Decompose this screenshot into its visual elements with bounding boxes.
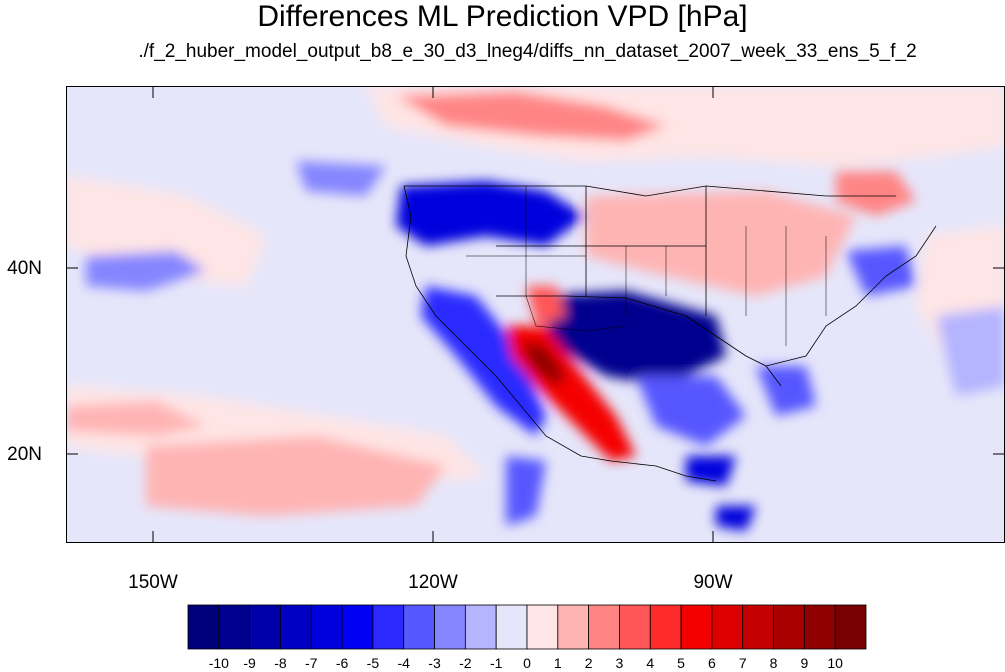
blue-texas-gulf: [536, 291, 726, 386]
colorbar-label: 7: [738, 655, 747, 671]
colorbar-label: -8: [274, 655, 287, 671]
blue-florida: [756, 366, 816, 416]
colorbar: [187, 604, 867, 650]
colorbar-box: [495, 604, 528, 650]
colorbar-label: 0: [523, 655, 531, 671]
lat-tick-20n: 20N: [7, 444, 42, 465]
colorbar-box: [711, 604, 744, 650]
colorbar-box: [249, 604, 281, 650]
colorbar-box: [773, 604, 805, 650]
colorbar-label: 8: [769, 655, 778, 671]
border-lines-interior: [466, 186, 827, 346]
colorbar-box: [403, 604, 435, 650]
colorbar-label: -1: [489, 655, 503, 671]
colorbar-box: [742, 604, 774, 650]
colorbar-box: [341, 604, 374, 650]
blue-pacific-west: [86, 251, 206, 291]
pink-plains: [586, 191, 856, 296]
colorbar-label: -2: [459, 655, 472, 671]
red-patch-northeast: [836, 171, 916, 216]
colorbar-label: -6: [335, 655, 349, 671]
colorbar-box: [588, 604, 620, 650]
colorbar-label: -4: [397, 655, 410, 671]
colorbar-label: -10: [208, 655, 229, 671]
lon-tick-120w: 120W: [408, 572, 458, 593]
colorbar-label: 6: [708, 655, 716, 671]
colorbar-box: [218, 604, 251, 650]
coastline-and-borders: [403, 185, 937, 482]
axis-ticks: [66, 86, 1005, 543]
colorbar-box: [803, 604, 836, 650]
colorbar-box: [526, 604, 559, 650]
colorbar-box: [619, 604, 651, 650]
lon-tick-150w: 150W: [128, 572, 178, 593]
colorbar-box: [434, 604, 466, 650]
colorbar-label: 9: [800, 655, 809, 671]
blue-pacific-south: [506, 456, 546, 526]
colorbar-box: [680, 604, 713, 650]
colorbar-box: [464, 604, 497, 650]
map-title: Differences ML Prediction VPD [hPa]: [257, 0, 748, 33]
red-patch-north: [396, 91, 666, 141]
pink-band-south: [146, 436, 446, 516]
blue-east-atlantic: [936, 306, 1005, 396]
colorbar-box: [372, 604, 405, 650]
map-subtitle: ./f_2_huber_model_output_b8_e_30_d3_lneg…: [138, 41, 917, 62]
colorbar-label: -9: [243, 655, 256, 671]
pink-pacific-south: [66, 401, 206, 436]
colorbar-box: [310, 604, 343, 650]
blue-caribbean: [686, 456, 736, 486]
colorbar-label: 5: [677, 655, 685, 671]
colorbar-box: [557, 604, 590, 650]
colorbar-box: [649, 604, 682, 650]
colorbar-box: [834, 604, 867, 650]
colorbar-label: 3: [615, 655, 624, 671]
colorbar-box: [280, 604, 312, 650]
blue-mid-atlantic: [846, 246, 916, 296]
blue-pacific-north: [296, 161, 386, 196]
colorbar-label: -7: [305, 655, 318, 671]
vpd-difference-map: [66, 86, 1005, 543]
colorbar-label: -3: [428, 655, 441, 671]
blue-gulf: [636, 376, 746, 446]
lat-tick-40n: 40N: [7, 258, 42, 279]
lon-tick-90w: 90W: [693, 572, 733, 593]
colorbar-label: -5: [366, 655, 380, 671]
colorbar-box: [187, 604, 220, 650]
blue-northwest: [396, 181, 586, 246]
colorbar-label: 1: [553, 655, 562, 671]
darkred-core: [521, 341, 566, 386]
colorbar-label: 10: [827, 655, 843, 671]
blue-central-america: [716, 506, 756, 531]
colorbar-label: 4: [646, 655, 655, 671]
colorbar-label: 2: [584, 655, 593, 671]
